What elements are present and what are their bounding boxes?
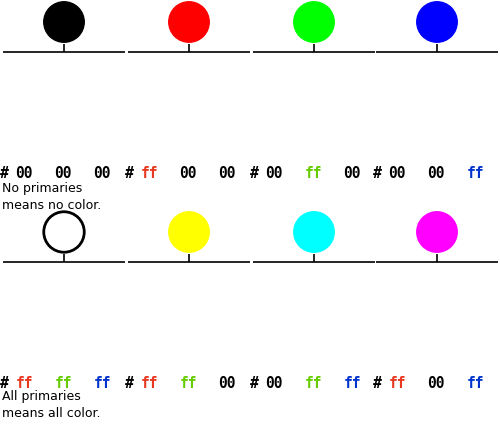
Circle shape: [294, 212, 334, 252]
Text: ff: ff: [140, 375, 158, 391]
Text: 00: 00: [54, 165, 72, 181]
Text: #: #: [250, 375, 259, 391]
Text: #: #: [125, 375, 134, 391]
Circle shape: [169, 2, 209, 42]
Text: 00: 00: [94, 165, 111, 181]
Text: ff: ff: [16, 375, 33, 391]
Text: 00: 00: [16, 165, 33, 181]
Text: ff: ff: [388, 375, 406, 391]
Text: 00: 00: [388, 165, 406, 181]
Text: #: #: [373, 375, 382, 391]
Text: 00: 00: [344, 165, 361, 181]
Text: #: #: [0, 165, 9, 181]
Text: 00: 00: [428, 375, 445, 391]
Text: 00: 00: [266, 375, 283, 391]
Text: ff: ff: [304, 165, 322, 181]
Text: 00: 00: [428, 165, 445, 181]
Text: #: #: [373, 165, 382, 181]
Text: No primaries
means no color.: No primaries means no color.: [2, 182, 101, 212]
Text: ff: ff: [466, 165, 484, 181]
Circle shape: [169, 212, 209, 252]
Circle shape: [44, 2, 84, 42]
Text: #: #: [250, 165, 259, 181]
Circle shape: [417, 2, 457, 42]
Text: #: #: [0, 375, 9, 391]
Text: 00: 00: [218, 375, 236, 391]
Text: ff: ff: [54, 375, 72, 391]
Text: 00: 00: [218, 165, 236, 181]
Circle shape: [417, 212, 457, 252]
Text: ff: ff: [180, 375, 197, 391]
Text: ff: ff: [94, 375, 111, 391]
Text: 00: 00: [266, 165, 283, 181]
Text: #: #: [125, 165, 134, 181]
Text: ff: ff: [304, 375, 322, 391]
Text: ff: ff: [466, 375, 484, 391]
Text: ff: ff: [344, 375, 361, 391]
Text: All primaries
means all color.: All primaries means all color.: [2, 390, 100, 420]
Circle shape: [44, 212, 84, 252]
Text: 00: 00: [180, 165, 197, 181]
Text: ff: ff: [140, 165, 158, 181]
Circle shape: [294, 2, 334, 42]
